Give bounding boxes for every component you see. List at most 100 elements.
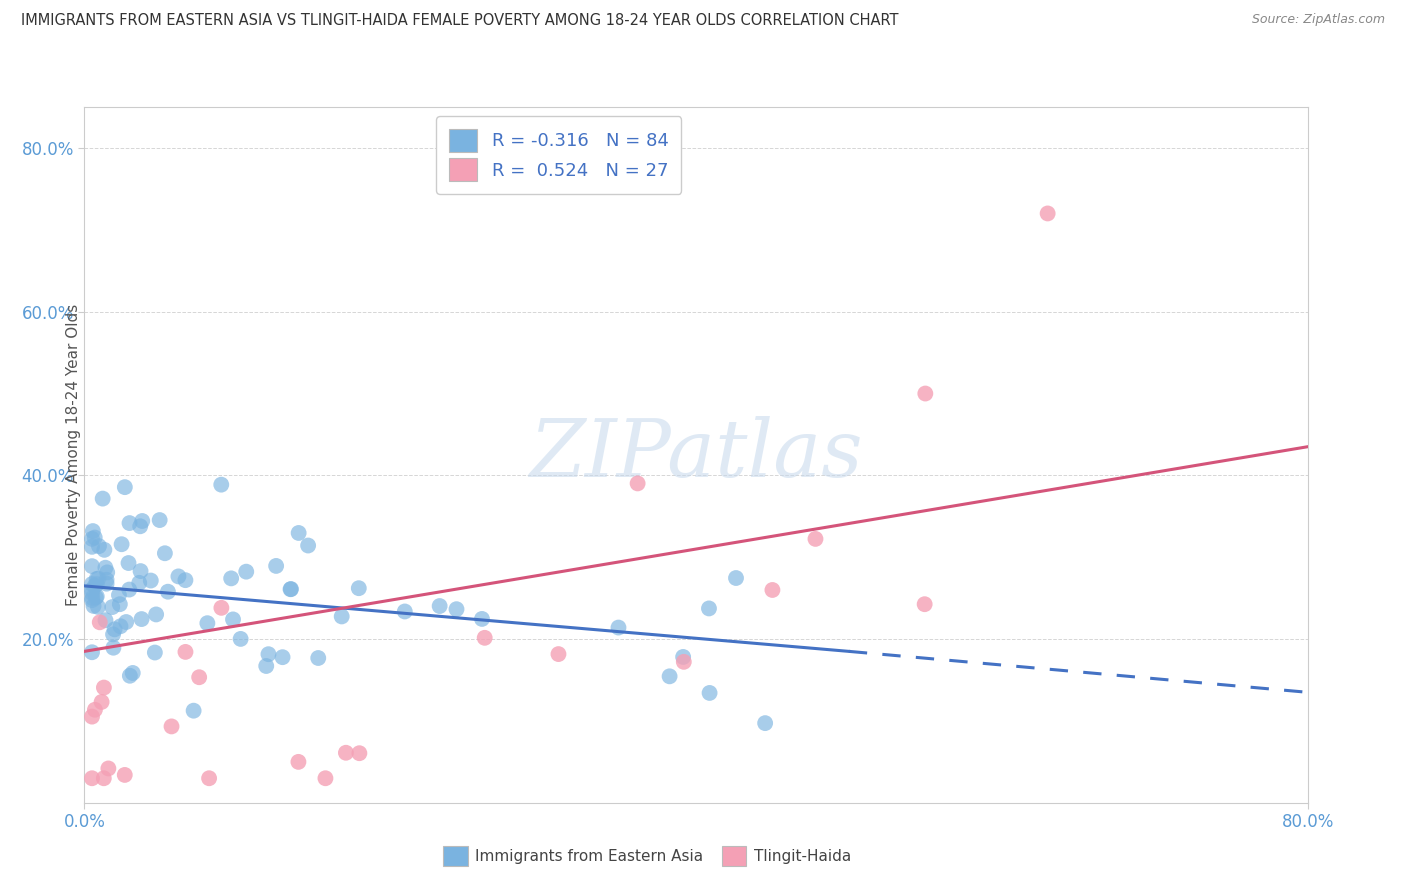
Point bbox=[1036, 206, 1059, 220]
Point bbox=[87, 539, 110, 553]
Point bbox=[761, 582, 783, 597]
Point bbox=[91, 491, 114, 506]
Point bbox=[96, 576, 118, 591]
Point bbox=[139, 574, 162, 588]
Point bbox=[80, 771, 103, 785]
Point bbox=[115, 615, 138, 629]
Point bbox=[804, 532, 827, 546]
Point bbox=[724, 571, 747, 585]
Point bbox=[672, 655, 695, 669]
Point bbox=[626, 476, 648, 491]
Point bbox=[83, 599, 105, 613]
Point bbox=[82, 524, 104, 538]
Point bbox=[156, 584, 179, 599]
Point bbox=[347, 581, 370, 595]
Point bbox=[195, 616, 218, 631]
Point bbox=[129, 564, 152, 578]
Point bbox=[349, 746, 371, 760]
Point bbox=[90, 695, 112, 709]
Point bbox=[101, 600, 124, 615]
Point bbox=[96, 573, 118, 587]
Point bbox=[287, 755, 309, 769]
Point bbox=[117, 556, 139, 570]
Point bbox=[160, 719, 183, 733]
Legend: Immigrants from Eastern Asia, Tlingit-Haida: Immigrants from Eastern Asia, Tlingit-Ha… bbox=[437, 840, 858, 871]
Point bbox=[914, 386, 936, 401]
Point bbox=[209, 600, 232, 615]
Point bbox=[110, 619, 132, 633]
Point bbox=[264, 558, 287, 573]
Point bbox=[471, 612, 494, 626]
Point bbox=[94, 613, 117, 627]
Point bbox=[167, 569, 190, 583]
Point bbox=[96, 566, 118, 580]
Point bbox=[80, 593, 103, 607]
Point bbox=[84, 591, 107, 605]
Point bbox=[108, 588, 131, 602]
Point bbox=[108, 597, 131, 611]
Point bbox=[110, 537, 132, 551]
Point bbox=[129, 519, 152, 533]
Point bbox=[128, 575, 150, 590]
Point bbox=[118, 669, 141, 683]
Y-axis label: Female Poverty Among 18-24 Year Olds: Female Poverty Among 18-24 Year Olds bbox=[66, 304, 80, 606]
Point bbox=[672, 649, 695, 664]
Point bbox=[80, 532, 103, 546]
Point bbox=[153, 546, 176, 560]
Point bbox=[83, 531, 105, 545]
Point bbox=[82, 591, 104, 605]
Point bbox=[149, 513, 172, 527]
Point bbox=[103, 640, 125, 655]
Point bbox=[84, 703, 107, 717]
Point bbox=[83, 579, 105, 593]
Point bbox=[307, 651, 329, 665]
Point bbox=[131, 514, 153, 528]
Point bbox=[114, 768, 136, 782]
Point bbox=[87, 599, 110, 614]
Point bbox=[297, 539, 319, 553]
Point bbox=[80, 586, 103, 600]
Point bbox=[145, 607, 167, 622]
Point bbox=[80, 582, 103, 597]
Point bbox=[219, 571, 242, 585]
Point bbox=[330, 609, 353, 624]
Point bbox=[86, 577, 108, 591]
Point bbox=[97, 761, 120, 775]
Point bbox=[93, 542, 115, 557]
Point bbox=[188, 670, 211, 684]
Point bbox=[80, 540, 103, 554]
Point bbox=[93, 681, 115, 695]
Point bbox=[121, 665, 143, 680]
Point bbox=[235, 565, 257, 579]
Point bbox=[80, 577, 103, 591]
Point bbox=[118, 582, 141, 597]
Point bbox=[80, 709, 103, 723]
Point bbox=[271, 650, 294, 665]
Text: IMMIGRANTS FROM EASTERN ASIA VS TLINGIT-HAIDA FEMALE POVERTY AMONG 18-24 YEAR OL: IMMIGRANTS FROM EASTERN ASIA VS TLINGIT-… bbox=[21, 13, 898, 29]
Point bbox=[86, 572, 108, 586]
Point bbox=[754, 716, 776, 731]
Point bbox=[446, 602, 468, 616]
Point bbox=[93, 771, 115, 785]
Point bbox=[104, 623, 127, 637]
Point bbox=[89, 615, 111, 630]
Point bbox=[335, 746, 357, 760]
Point bbox=[80, 559, 103, 574]
Point bbox=[101, 627, 124, 641]
Point bbox=[394, 605, 416, 619]
Point bbox=[222, 612, 245, 626]
Point bbox=[114, 480, 136, 494]
Point bbox=[94, 560, 117, 574]
Point bbox=[429, 599, 451, 613]
Point bbox=[474, 631, 496, 645]
Point bbox=[607, 621, 630, 635]
Point bbox=[229, 632, 252, 646]
Text: ZIPatlas: ZIPatlas bbox=[529, 417, 863, 493]
Point bbox=[314, 771, 336, 785]
Point bbox=[209, 477, 232, 491]
Point bbox=[87, 572, 110, 586]
Point bbox=[86, 590, 108, 604]
Point bbox=[174, 573, 197, 587]
Point bbox=[699, 686, 721, 700]
Point bbox=[254, 659, 277, 673]
